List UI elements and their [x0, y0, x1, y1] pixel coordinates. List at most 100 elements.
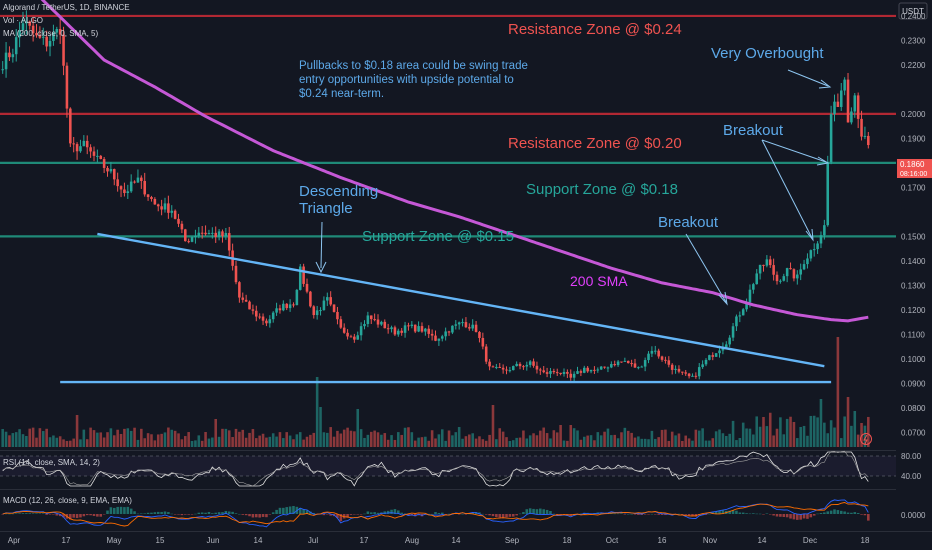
candle-body [180, 223, 184, 230]
candle-body [329, 297, 332, 305]
macd-hist-bar [775, 514, 779, 517]
price-axis[interactable] [896, 0, 932, 550]
candle-body [123, 189, 126, 194]
macd-hist-bar [183, 514, 187, 515]
macd-hist-bar [244, 514, 248, 516]
macd-hist-bar [758, 513, 762, 515]
volume-bar [207, 438, 211, 447]
candle-body [589, 369, 593, 372]
alert-lightning-icon[interactable] [860, 433, 872, 445]
volume-bar [677, 433, 681, 447]
volume-bar [555, 432, 559, 447]
volume-bar [282, 438, 285, 447]
candle-body [796, 274, 799, 279]
volume-bar [468, 434, 471, 447]
candle-body [461, 322, 464, 324]
volume-bar [129, 430, 133, 447]
macd-hist-bar [785, 514, 789, 518]
currency-badge[interactable] [898, 2, 928, 20]
volume-bar [826, 433, 830, 447]
macd-hist-bar [288, 506, 292, 514]
macd-hist-bar [238, 513, 241, 515]
candle-body [282, 303, 285, 311]
candle-body [58, 29, 62, 35]
candle-body [603, 366, 606, 368]
candle-body [867, 135, 870, 146]
volume-bar [481, 439, 485, 447]
volume-bar [180, 439, 184, 447]
candle-body [79, 146, 82, 152]
candle-body [654, 350, 657, 352]
macd-hist-bar [143, 513, 146, 514]
macd-hist-bar [505, 514, 508, 518]
volume-bar [708, 440, 711, 447]
price-tick: 0.2300 [901, 36, 926, 45]
macd-hist-bar [691, 514, 694, 517]
volume-bar [410, 432, 414, 447]
sma-200-line[interactable] [3, 0, 869, 323]
macd-hist-bar [52, 514, 55, 515]
candle-body [18, 30, 21, 38]
candle-body [488, 361, 491, 367]
candle-body [836, 101, 840, 107]
rsi-panel[interactable] [0, 450, 896, 487]
macd-hist-bar [390, 509, 393, 514]
volume-bar [758, 426, 762, 447]
volume-bar [227, 430, 231, 447]
pullback-note-line2: entry opportunities with upside potentia… [299, 74, 514, 86]
macd-hist-bar [714, 511, 718, 514]
volume-bar [454, 432, 458, 447]
candle-body [623, 360, 627, 362]
volume-bar [255, 438, 258, 447]
candle-body [674, 368, 677, 370]
time-tick: 14 [254, 536, 263, 545]
ma-legend[interactable]: MA (200, close, 0, SMA, 5) [3, 29, 98, 38]
candle-body [708, 355, 711, 360]
macd-hist-bar [434, 512, 437, 514]
volume-bar [69, 440, 72, 447]
symbol-title[interactable]: Algorand / TetherUS, 1D, BINANCE [3, 3, 130, 12]
volume-bar [21, 434, 25, 447]
volume-bar [102, 437, 106, 447]
time-tick: Jul [308, 536, 318, 545]
macd-hist-bar [326, 514, 329, 515]
macd-legend[interactable]: MACD (12, 26, close, 9, EMA, EMA) [3, 496, 132, 505]
candle-body [454, 324, 458, 326]
rsi-legend[interactable]: RSI (14, close, SMA, 14, 2) [3, 458, 100, 467]
macd-hist-bar [501, 514, 505, 519]
volume-legend[interactable]: Vol · ALGO [3, 16, 43, 25]
triangle-upper-line[interactable] [97, 232, 825, 368]
candle-body [681, 371, 684, 373]
volume-bar [545, 433, 549, 447]
macd-hist-bar [539, 508, 542, 514]
macd-signal-line [2, 502, 869, 527]
candle-body [437, 338, 441, 341]
volume-bar [765, 426, 769, 447]
macd-hist-bar [637, 514, 640, 515]
macd-hist-bar [478, 512, 481, 514]
candle-body [393, 327, 397, 335]
volume-bar [863, 425, 867, 447]
macd-hist-bar [292, 506, 295, 514]
volume-bar [613, 434, 616, 447]
time-tick: May [106, 536, 121, 545]
volume-bar [522, 430, 525, 447]
macd-hist-bar [248, 514, 251, 517]
volume-bar [217, 436, 221, 447]
volume-bar [302, 439, 305, 447]
macd-panel[interactable] [1, 499, 870, 528]
macd-hist-bar [471, 512, 474, 514]
candle-body [369, 315, 373, 320]
volume-bar [241, 429, 245, 447]
volume-bar [809, 415, 813, 447]
candle-body [146, 194, 150, 198]
volume-bar [796, 438, 799, 447]
time-axis[interactable]: Apr 17 May 15 Jun 14 Jul 17 Aug 14 Sep 18 Oct 16 Nov 14… [8, 536, 870, 545]
volume-bar [45, 428, 48, 447]
macd-hist-bar [156, 511, 160, 514]
macd-hist-bar [508, 514, 512, 517]
time-tick: 17 [62, 536, 71, 545]
volume-bar [785, 418, 789, 447]
volume-bar [420, 437, 424, 447]
